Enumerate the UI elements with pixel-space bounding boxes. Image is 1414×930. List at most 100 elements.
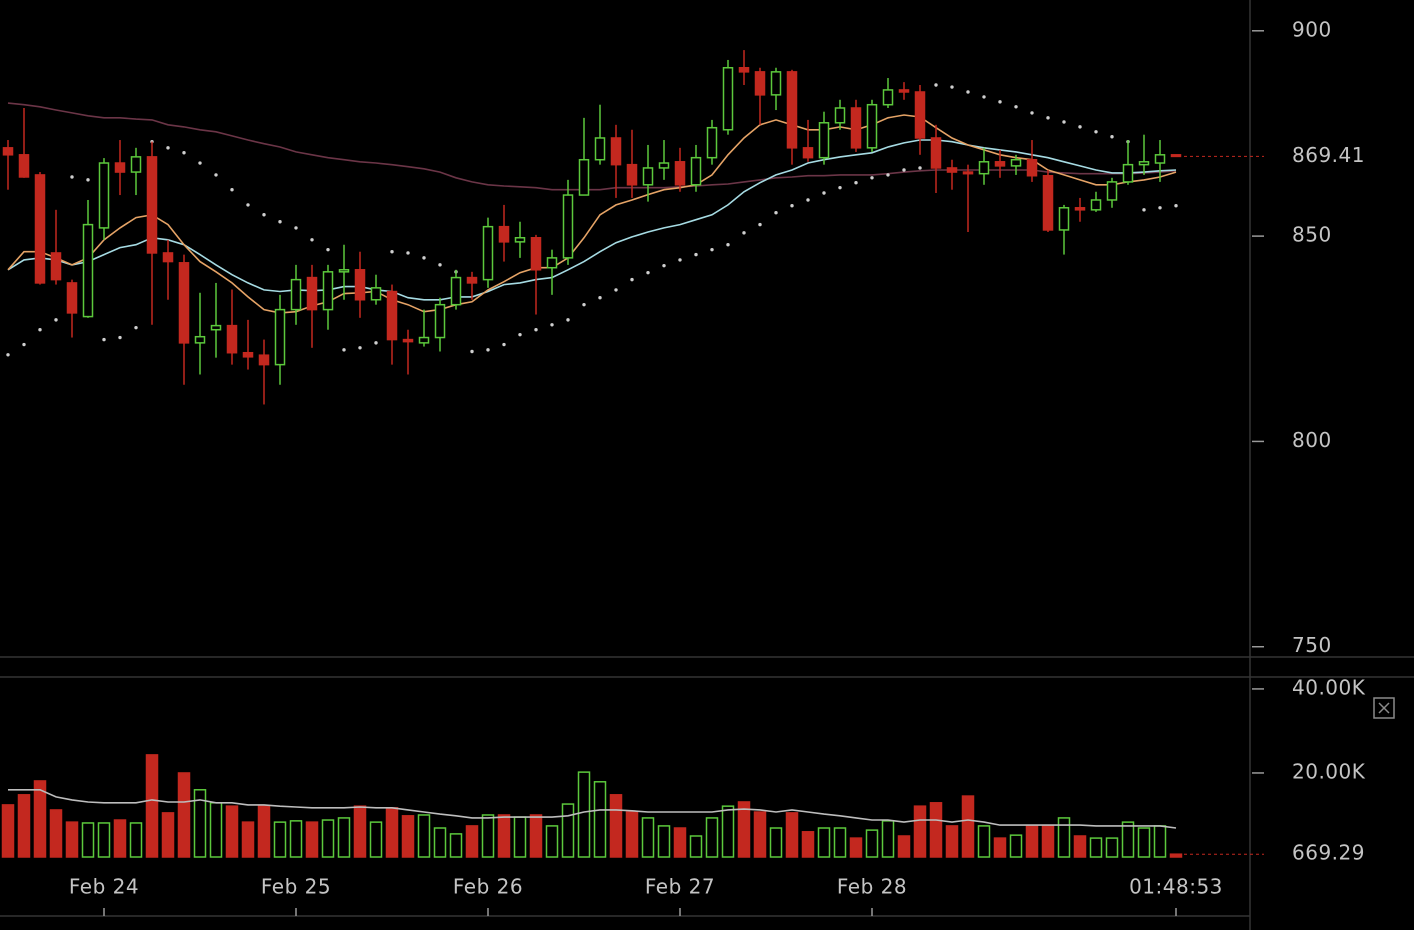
sar-dot <box>966 90 970 94</box>
volume-bar <box>753 811 767 858</box>
candle-body <box>978 161 990 175</box>
candle-body <box>338 269 350 273</box>
candle-body <box>290 278 302 311</box>
volume-bar <box>369 821 383 858</box>
candle-body <box>610 137 622 166</box>
close-button-frame[interactable] <box>1373 697 1395 719</box>
volume-bar <box>1057 817 1071 858</box>
sar-dot <box>726 243 730 247</box>
candle-body <box>658 162 670 169</box>
sar-dot <box>214 173 218 177</box>
close-button-icon[interactable] <box>1378 702 1390 714</box>
volume-bar <box>1009 834 1023 858</box>
volume-bar <box>721 805 735 858</box>
candle-body <box>2 147 14 156</box>
volume-bar <box>609 794 623 858</box>
volume-bar <box>625 811 639 858</box>
candle-body <box>354 269 366 301</box>
volume-bar <box>689 835 703 858</box>
sar-dot <box>1094 130 1098 134</box>
sar-dot <box>774 211 778 215</box>
sar-dot <box>358 346 362 350</box>
volume-bar <box>257 805 271 858</box>
volume-bar <box>385 807 399 858</box>
volume-bar <box>817 827 831 858</box>
candle-body <box>162 252 174 263</box>
candle-body <box>562 194 574 259</box>
volume-bar <box>1025 825 1039 858</box>
sar-dot <box>278 220 282 224</box>
sar-dot <box>838 185 842 190</box>
volume-bar <box>593 781 607 858</box>
volume-bar <box>65 821 79 858</box>
volume-bar <box>657 825 671 858</box>
candle-body <box>450 276 462 306</box>
sar-dot <box>886 173 890 177</box>
volume-bar <box>289 820 303 858</box>
moving-average-line <box>7 139 1177 301</box>
sar-dot <box>630 277 634 282</box>
volume-bar <box>1153 825 1167 858</box>
candle-body <box>402 338 414 343</box>
volume-bar <box>81 822 95 858</box>
last-volume-label: 669.29 <box>1292 841 1365 865</box>
candle-body <box>498 225 510 243</box>
candle-body <box>514 237 526 243</box>
sar-dot <box>486 348 490 352</box>
sar-dot <box>566 318 570 322</box>
candle-body <box>434 303 446 339</box>
sar-dot <box>470 349 474 354</box>
volume-bar <box>161 812 175 858</box>
volume-bar <box>145 754 159 858</box>
sar-dot <box>934 83 938 87</box>
volume-bar <box>769 827 783 858</box>
volume-bar <box>993 837 1007 858</box>
candle-body <box>834 107 846 124</box>
sar-dot <box>518 332 522 337</box>
volume-bar <box>481 814 495 858</box>
y-tick-label: 850 <box>1292 223 1332 247</box>
volume-bar <box>449 833 463 858</box>
volume-bar <box>833 827 847 858</box>
sar-dot <box>390 250 394 254</box>
sar-dot <box>86 178 90 182</box>
volume-bar <box>113 819 127 858</box>
candle-body <box>306 276 318 311</box>
candle-body <box>578 158 590 196</box>
sar-dot <box>102 337 106 342</box>
volume-bar <box>529 814 543 858</box>
volume-bar <box>1169 853 1183 858</box>
close-button[interactable] <box>1373 697 1395 719</box>
volume-bar <box>401 815 415 858</box>
sar-dot <box>534 328 538 332</box>
sar-dot <box>246 203 250 207</box>
sar-dot <box>230 188 234 192</box>
sar-dot <box>134 325 138 330</box>
candle-body <box>18 154 30 178</box>
volume-bar <box>321 819 335 858</box>
x-tick-label: Feb 26 <box>453 875 523 899</box>
volume-bar <box>129 822 143 858</box>
sar-dot <box>902 168 906 172</box>
y-tick-label: 900 <box>1292 17 1332 41</box>
candle-body <box>994 161 1006 167</box>
sar-dot <box>374 341 378 345</box>
volume-bar <box>241 821 255 858</box>
candle-body <box>1042 174 1054 231</box>
volume-bar <box>561 803 575 858</box>
candle-body <box>386 290 398 341</box>
candle-body <box>178 262 190 344</box>
volume-bar <box>785 812 799 858</box>
volume-bar <box>1137 827 1151 858</box>
sar-dot <box>870 176 874 180</box>
sar-dot <box>998 100 1002 104</box>
candle-body <box>674 161 686 186</box>
volume-bar <box>1 804 15 858</box>
candle-body <box>1058 207 1070 231</box>
sar-dot <box>118 335 122 340</box>
sar-dot <box>854 181 858 185</box>
volume-bar <box>97 822 111 858</box>
y-tick-label: 750 <box>1292 633 1332 657</box>
candle-body <box>642 167 654 186</box>
